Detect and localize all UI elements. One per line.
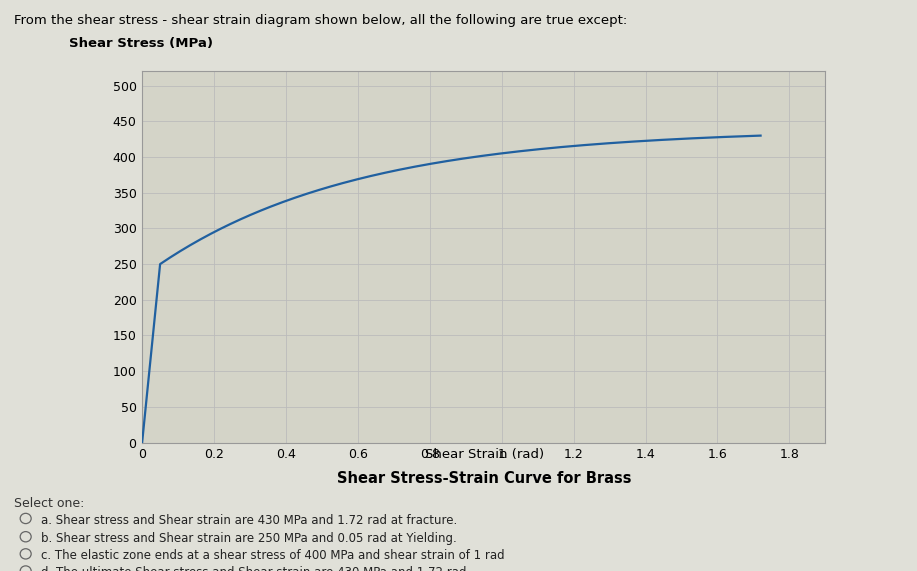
Text: From the shear stress - shear strain diagram shown below, all the following are : From the shear stress - shear strain dia… <box>14 14 627 27</box>
Text: b. Shear stress and Shear strain are 250 MPa and 0.05 rad at Yielding.: b. Shear stress and Shear strain are 250… <box>41 532 457 545</box>
Text: Shear Strain (rad): Shear Strain (rad) <box>425 448 544 461</box>
Text: c. The elastic zone ends at a shear stress of 400 MPa and shear strain of 1 rad: c. The elastic zone ends at a shear stre… <box>41 549 505 562</box>
Text: Shear Stress (MPa): Shear Stress (MPa) <box>69 37 213 50</box>
Text: a. Shear stress and Shear strain are 430 MPa and 1.72 rad at fracture.: a. Shear stress and Shear strain are 430… <box>41 514 458 527</box>
Text: Select one:: Select one: <box>14 497 84 510</box>
Text: Shear Stress-Strain Curve for Brass: Shear Stress-Strain Curve for Brass <box>337 471 632 486</box>
Text: d. The ultimate Shear stress and Shear strain are 430 MPa and 1.72 rad.: d. The ultimate Shear stress and Shear s… <box>41 566 470 571</box>
